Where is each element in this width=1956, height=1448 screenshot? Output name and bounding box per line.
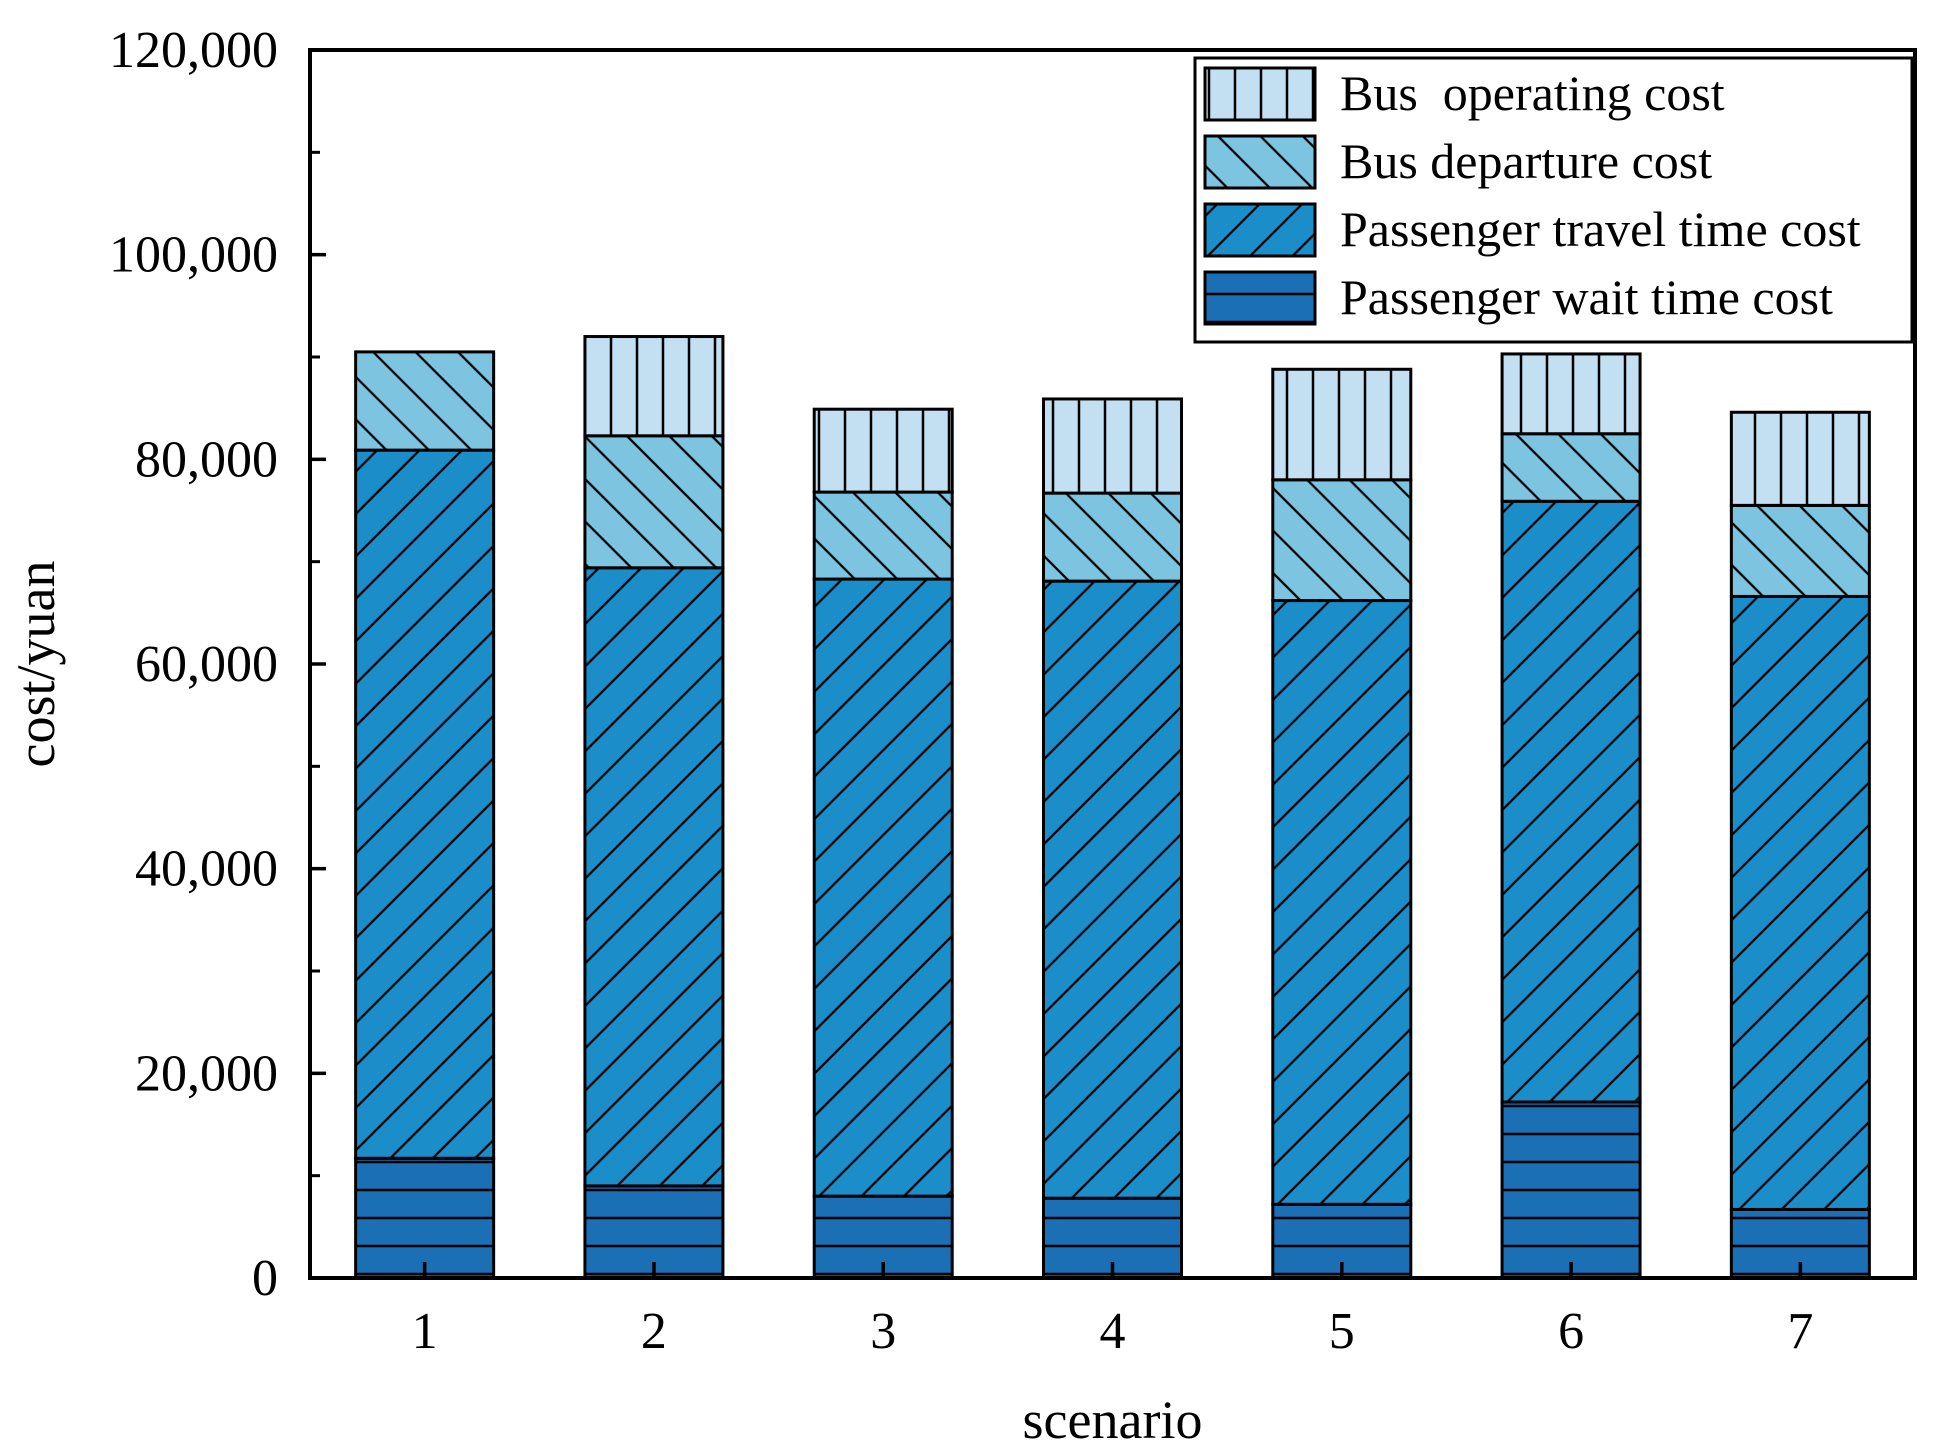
bar-segment	[812, 490, 954, 581]
y-tick-label: 100,000	[109, 227, 278, 284]
y-tick-label: 20,000	[135, 1045, 278, 1102]
legend-item: Bus operating cost	[1203, 65, 1725, 122]
bar-segment	[812, 577, 954, 1198]
bar-segment	[583, 434, 725, 570]
x-tick-label: 5	[1329, 1303, 1355, 1360]
bars-layer	[354, 335, 1871, 1280]
bar-segment	[1500, 352, 1642, 436]
y-tick-label: 0	[252, 1250, 278, 1307]
axes-layer: 0 20,000 40,000 60,000 80,000 100,000 120,000 1…	[6, 22, 1917, 1448]
y-axis-title: cost/yuan	[6, 561, 66, 768]
legend: Bus operating cost Bus departure cost Pass…	[1193, 56, 1914, 344]
y-tick-label: 60,000	[135, 636, 278, 693]
legend-swatch	[1203, 66, 1317, 122]
bar-segment	[1729, 410, 1871, 507]
legend-label: Bus operating cost	[1340, 65, 1725, 121]
bar-segment	[583, 335, 725, 438]
legend-label: Bus departure cost	[1340, 133, 1712, 189]
legend-item: Bus departure cost	[1203, 133, 1712, 190]
bar-segment	[1042, 397, 1183, 495]
bar-segment	[354, 448, 496, 1160]
bar-segment	[1729, 594, 1871, 1211]
bar-segment	[354, 1156, 496, 1280]
bar-segment	[1500, 432, 1642, 503]
x-tick-label: 6	[1558, 1303, 1584, 1360]
x-tick-label: 3	[870, 1303, 896, 1360]
legend-label: Passenger travel time cost	[1340, 201, 1861, 257]
bar-segment	[1042, 579, 1183, 1200]
x-tick-label: 2	[641, 1303, 667, 1360]
bar-segment	[1500, 499, 1642, 1104]
bar-segment	[1271, 599, 1413, 1206]
legend-swatch	[1203, 134, 1317, 190]
bar-segment	[354, 350, 496, 452]
bar-segment	[812, 407, 954, 494]
y-tick-label: 120,000	[109, 22, 278, 79]
legend-item: Passenger wait time cost	[1203, 269, 1833, 326]
legend-swatch	[1203, 270, 1317, 326]
x-axis-title: scenario	[1023, 1390, 1203, 1448]
y-tick-label: 40,000	[135, 841, 278, 898]
bar-segment	[1271, 478, 1413, 603]
x-tick-label: 4	[1100, 1303, 1126, 1360]
bar-segment	[583, 566, 725, 1188]
legend-label: Passenger wait time cost	[1340, 269, 1833, 325]
x-tick-label: 1	[412, 1303, 438, 1360]
legend-item: Passenger travel time cost	[1203, 201, 1861, 258]
legend-swatch	[1203, 202, 1317, 258]
bar-segment	[1729, 503, 1871, 598]
x-tick-label: 7	[1787, 1303, 1813, 1360]
bar-segment	[1500, 1100, 1642, 1280]
bar-segment	[1042, 491, 1183, 583]
bar-segment	[1271, 367, 1413, 482]
y-tick-label: 80,000	[135, 431, 278, 488]
